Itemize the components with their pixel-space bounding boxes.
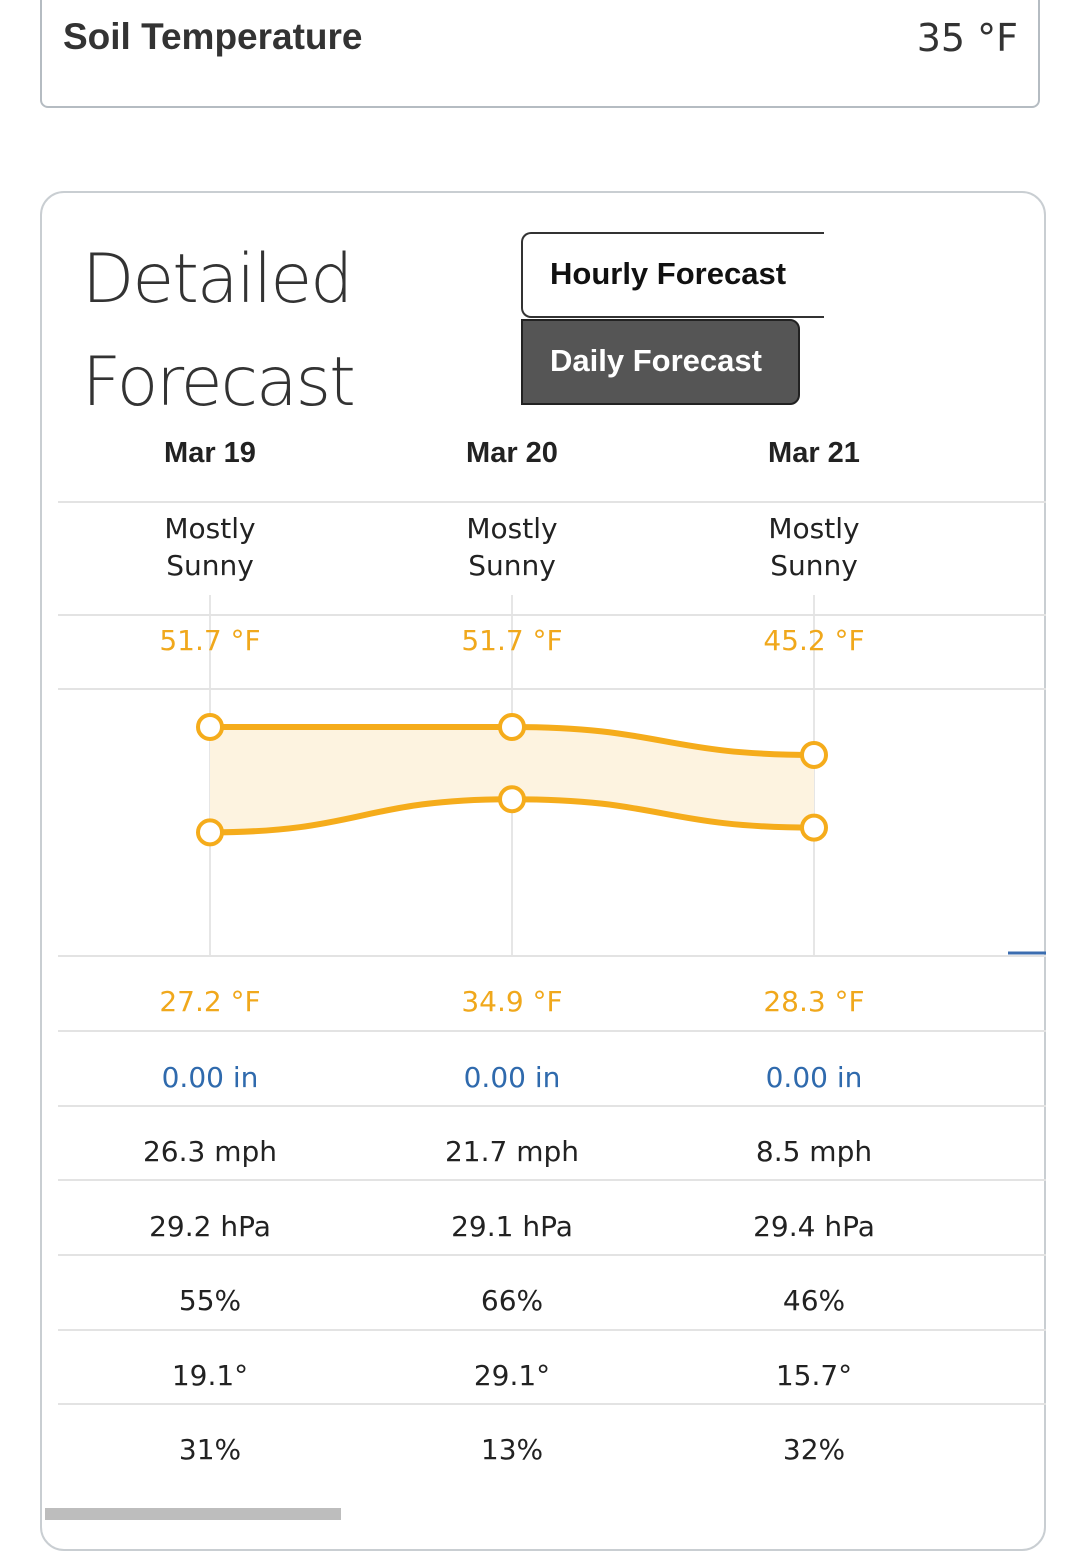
- dew-point: 19.1°: [171, 1359, 249, 1392]
- row-separator: [58, 1403, 1046, 1405]
- wind: 21.7 mph: [444, 1135, 580, 1168]
- low-point: [196, 818, 224, 847]
- forecast-title: Detailed Forecast: [82, 240, 356, 422]
- low-point: [800, 813, 828, 842]
- high-temp: 51.7 °F: [159, 624, 261, 657]
- row-separator: [58, 614, 1046, 616]
- wind: 26.3 mph: [142, 1135, 278, 1168]
- low-temp: 34.9 °F: [461, 985, 563, 1018]
- low-temp: 28.3 °F: [763, 985, 865, 1018]
- wind: 8.5 mph: [755, 1135, 873, 1168]
- date: Mar 21: [768, 437, 860, 469]
- condition: Mostly Sunny: [768, 512, 860, 582]
- high-point: [196, 712, 224, 741]
- pressure: 29.4 hPa: [753, 1210, 875, 1243]
- date: Mar 19: [164, 437, 256, 469]
- row-separator: [58, 1105, 1046, 1107]
- row-separator: [58, 1179, 1046, 1181]
- row-separator: [58, 688, 1046, 690]
- low-temp: 27.2 °F: [159, 985, 261, 1018]
- pressure: 29.2 hPa: [149, 1210, 271, 1243]
- condition: Mostly Sunny: [164, 512, 256, 582]
- dew-point: 29.1°: [473, 1359, 551, 1392]
- cloud-cover: 31%: [178, 1433, 242, 1466]
- humidity: 46%: [782, 1284, 846, 1317]
- high-temp: 51.7 °F: [461, 624, 563, 657]
- precipitation: 0.00 in: [161, 1061, 259, 1094]
- pressure: 29.1 hPa: [451, 1210, 573, 1243]
- row-separator: [58, 501, 1046, 503]
- humidity: 55%: [178, 1284, 242, 1317]
- low-point: [498, 785, 526, 814]
- high-temp: 45.2 °F: [763, 624, 865, 657]
- tab-daily[interactable]: Daily Forecast: [521, 319, 800, 405]
- precipitation: 0.00 in: [463, 1061, 561, 1094]
- cloud-cover: 13%: [480, 1433, 544, 1466]
- humidity: 66%: [480, 1284, 544, 1317]
- date: Mar 20: [466, 437, 558, 469]
- row-separator: [58, 1329, 1046, 1331]
- row-separator: [58, 1254, 1046, 1256]
- condition: Mostly Sunny: [466, 512, 558, 582]
- high-point: [800, 740, 828, 769]
- high-point: [498, 712, 526, 741]
- cloud-cover: 32%: [782, 1433, 846, 1466]
- precipitation: 0.00 in: [765, 1061, 863, 1094]
- soil-value: 35 °F: [916, 16, 1018, 60]
- temperature-band: [210, 726, 814, 833]
- tab-hourly[interactable]: Hourly Forecast: [521, 232, 824, 318]
- row-separator: [58, 1030, 1046, 1032]
- row-separator: [58, 955, 1046, 957]
- scrollbar[interactable]: [45, 1508, 341, 1520]
- soil-card: [40, 0, 1040, 108]
- soil-label: Soil Temperature: [63, 16, 363, 57]
- dew-point: 15.7°: [775, 1359, 853, 1392]
